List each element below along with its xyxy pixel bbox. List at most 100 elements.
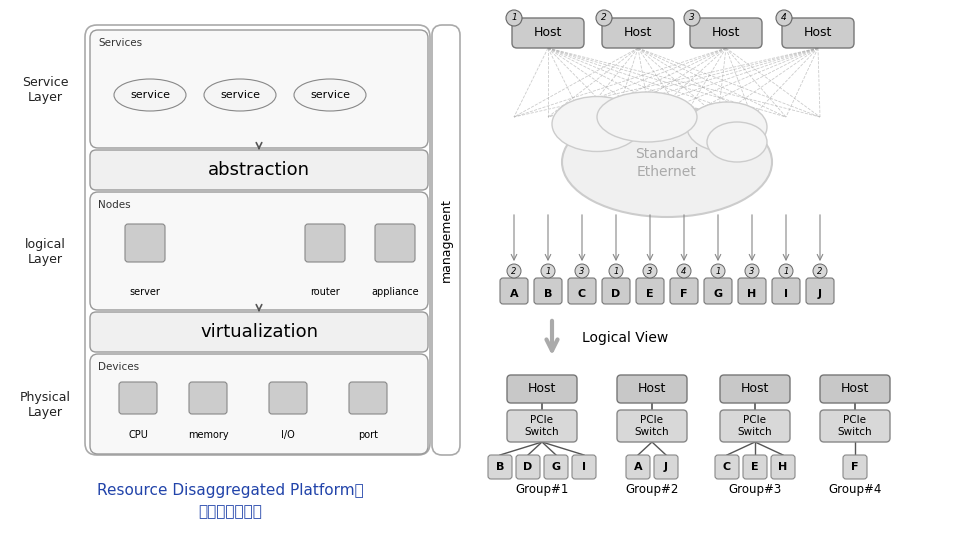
FancyBboxPatch shape [720, 410, 790, 442]
Text: Group#1: Group#1 [515, 483, 569, 497]
Circle shape [541, 264, 555, 278]
FancyBboxPatch shape [715, 455, 739, 479]
Text: 2: 2 [601, 13, 606, 23]
Text: C: C [578, 289, 586, 299]
Text: D: D [611, 289, 621, 299]
Circle shape [609, 264, 623, 278]
Circle shape [596, 10, 612, 26]
FancyBboxPatch shape [349, 382, 387, 414]
FancyBboxPatch shape [90, 354, 428, 454]
Text: F: F [852, 462, 858, 472]
Circle shape [677, 264, 691, 278]
Text: J: J [818, 289, 822, 299]
Text: server: server [129, 287, 160, 297]
Text: 1: 1 [716, 267, 720, 275]
Text: I: I [784, 289, 788, 299]
Text: E: E [751, 462, 759, 472]
Text: 2: 2 [512, 267, 516, 275]
FancyBboxPatch shape [305, 224, 345, 262]
Text: Host: Host [804, 27, 833, 39]
Text: PCIe: PCIe [843, 415, 866, 425]
FancyBboxPatch shape [738, 278, 766, 304]
Text: Switch: Switch [525, 427, 559, 437]
Circle shape [711, 264, 725, 278]
FancyBboxPatch shape [488, 455, 512, 479]
Text: 3: 3 [689, 13, 695, 23]
Circle shape [776, 10, 792, 26]
FancyBboxPatch shape [782, 18, 854, 48]
FancyBboxPatch shape [690, 18, 762, 48]
FancyBboxPatch shape [806, 278, 834, 304]
Text: I: I [582, 462, 586, 472]
Text: Ethernet: Ethernet [637, 165, 696, 179]
FancyBboxPatch shape [544, 455, 568, 479]
FancyBboxPatch shape [654, 455, 678, 479]
Text: Standard: Standard [635, 147, 698, 161]
FancyBboxPatch shape [820, 410, 890, 442]
Text: Physical
Layer: Physical Layer [19, 391, 71, 419]
Text: port: port [358, 430, 378, 440]
Text: management: management [440, 198, 452, 282]
Circle shape [506, 10, 522, 26]
FancyBboxPatch shape [617, 410, 687, 442]
FancyBboxPatch shape [500, 278, 528, 304]
Text: B: B [496, 462, 504, 472]
Ellipse shape [552, 97, 642, 152]
Text: CPU: CPU [128, 430, 148, 440]
FancyBboxPatch shape [636, 278, 664, 304]
Text: A: A [510, 289, 518, 299]
Text: Group#2: Group#2 [626, 483, 678, 497]
FancyBboxPatch shape [617, 375, 687, 403]
Text: D: D [523, 462, 533, 472]
FancyBboxPatch shape [720, 375, 790, 403]
Text: Host: Host [638, 383, 666, 395]
Text: G: G [552, 462, 560, 472]
Text: Resource Disaggregated Platformの: Resource Disaggregated Platformの [97, 483, 363, 498]
FancyBboxPatch shape [90, 30, 428, 148]
Text: H: H [778, 462, 787, 472]
Text: PCIe: PCIe [743, 415, 766, 425]
Text: Nodes: Nodes [98, 200, 130, 210]
FancyBboxPatch shape [602, 278, 630, 304]
Circle shape [745, 264, 759, 278]
FancyBboxPatch shape [568, 278, 596, 304]
FancyBboxPatch shape [432, 25, 460, 455]
Text: service: service [130, 90, 170, 100]
Text: Group#3: Group#3 [728, 483, 782, 497]
Text: E: E [647, 289, 653, 299]
Text: Host: Host [841, 383, 869, 395]
FancyBboxPatch shape [534, 278, 562, 304]
FancyBboxPatch shape [602, 18, 674, 48]
Text: G: G [714, 289, 722, 299]
Text: Service
Layer: Service Layer [22, 76, 68, 104]
Text: Host: Host [528, 383, 557, 395]
Text: Host: Host [741, 383, 769, 395]
FancyBboxPatch shape [189, 382, 227, 414]
Text: Logical View: Logical View [582, 331, 669, 345]
FancyBboxPatch shape [507, 410, 577, 442]
Text: Host: Host [624, 27, 652, 39]
Text: I/O: I/O [281, 430, 295, 440]
Text: Host: Host [712, 27, 741, 39]
Ellipse shape [687, 102, 767, 152]
Text: Host: Host [534, 27, 562, 39]
Circle shape [507, 264, 521, 278]
Text: 2: 2 [817, 267, 823, 275]
Text: 1: 1 [545, 267, 551, 275]
FancyBboxPatch shape [516, 455, 540, 479]
Circle shape [813, 264, 827, 278]
FancyBboxPatch shape [843, 455, 867, 479]
Ellipse shape [562, 107, 772, 217]
Text: Switch: Switch [837, 427, 873, 437]
Text: H: H [747, 289, 757, 299]
Text: virtualization: virtualization [200, 323, 318, 341]
Text: abstraction: abstraction [208, 161, 310, 179]
FancyBboxPatch shape [704, 278, 732, 304]
Ellipse shape [597, 92, 697, 142]
Text: B: B [544, 289, 552, 299]
Text: Devices: Devices [98, 362, 139, 372]
FancyBboxPatch shape [90, 192, 428, 310]
Text: 3: 3 [749, 267, 755, 275]
Text: 1: 1 [613, 267, 619, 275]
Text: 1: 1 [512, 13, 517, 23]
